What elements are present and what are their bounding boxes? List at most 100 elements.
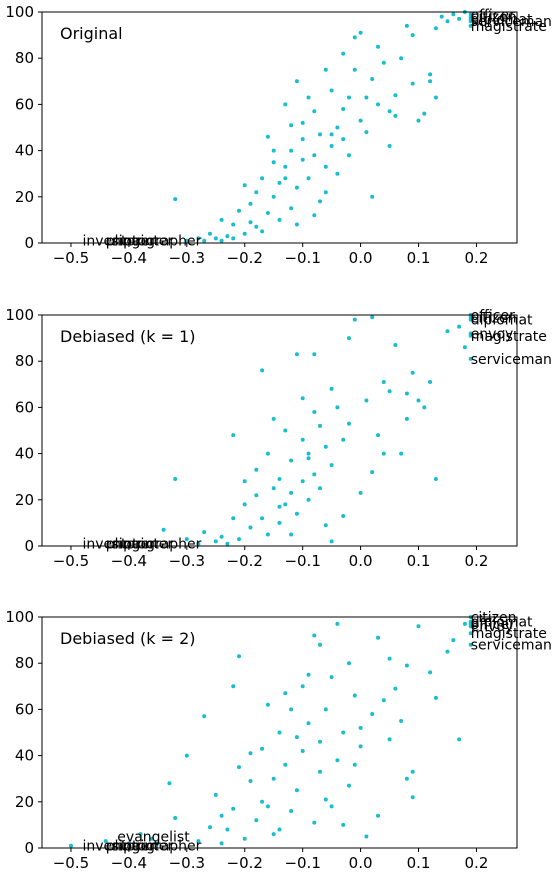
x-tick-label: −0.1: [284, 249, 320, 267]
data-point: [312, 213, 317, 218]
data-point: [271, 486, 276, 491]
data-point: [318, 423, 322, 428]
y-tick-label: 60: [15, 700, 34, 718]
data-point: [468, 642, 473, 647]
data-point: [433, 26, 438, 31]
data-point: [277, 520, 282, 525]
data-point: [289, 148, 294, 153]
data-point: [202, 714, 207, 719]
data-point: [300, 437, 305, 442]
data-point: [219, 238, 224, 243]
data-point: [347, 661, 351, 666]
data-point: [265, 134, 270, 139]
data-point: [381, 698, 386, 703]
data-point: [318, 132, 322, 137]
point-annotation: evangelist: [117, 830, 190, 846]
data-point: [265, 804, 270, 809]
data-point: [219, 813, 224, 818]
data-point: [271, 416, 276, 421]
data-point: [428, 79, 433, 84]
axes-frame: [41, 616, 518, 849]
data-point: [277, 477, 282, 481]
data-point: [300, 479, 305, 484]
data-point: [428, 670, 433, 675]
data-point: [335, 125, 340, 130]
data-point: [219, 534, 224, 539]
data-point: [341, 437, 346, 442]
data-point: [364, 95, 369, 100]
data-point: [358, 118, 363, 123]
data-point: [329, 132, 334, 137]
data-point: [271, 148, 276, 153]
data-point: [237, 208, 241, 213]
panel-title: Debiased (k = 1): [60, 327, 196, 346]
data-point: [352, 762, 357, 767]
x-tick-label: −0.3: [169, 854, 205, 872]
point-annotation: envoy: [471, 327, 514, 343]
data-point: [376, 813, 380, 818]
panel-original: −0.5 −0.4 −0.3 −0.2 −0.1 0.0 0.1 0.2 0 20 40 60 80 10…: [5, 3, 552, 267]
data-point: [254, 818, 259, 823]
x-tick-label: 0.2: [465, 552, 489, 570]
data-point: [242, 502, 247, 507]
data-point: [208, 825, 212, 830]
point-annotation: citizen: [471, 10, 517, 26]
data-point: [376, 102, 380, 107]
data-point: [335, 405, 340, 410]
data-point: [196, 839, 201, 844]
data-point: [242, 836, 247, 841]
data-point: [277, 730, 282, 735]
x-tick-label: −0.4: [111, 854, 147, 872]
data-point: [445, 649, 450, 654]
point-annotation: citizen: [471, 310, 517, 326]
point-annotation: magistrate: [471, 626, 547, 642]
data-point: [404, 391, 409, 396]
data-point: [300, 684, 305, 689]
data-point: [468, 333, 473, 338]
data-point: [265, 211, 270, 215]
data-point: [237, 654, 241, 659]
y-tick-label: 0: [24, 234, 34, 252]
y-tick-label: 80: [15, 654, 34, 672]
data-point: [329, 539, 334, 544]
data-point: [306, 672, 311, 677]
point-annotation: singer: [112, 537, 156, 553]
y-tick-label: 20: [15, 793, 34, 811]
data-point: [468, 356, 473, 361]
y-tick-label: 100: [5, 3, 34, 21]
data-point: [433, 477, 438, 481]
data-point: [329, 463, 334, 468]
data-point: [376, 433, 380, 438]
data-point: [248, 220, 253, 225]
data-point: [399, 56, 404, 61]
data-point: [306, 456, 311, 461]
data-point: [173, 197, 178, 202]
data-point: [289, 707, 294, 712]
data-point: [347, 153, 351, 158]
data-point: [352, 693, 357, 698]
y-tick-label: 40: [15, 142, 34, 160]
data-point: [393, 686, 398, 691]
point-annotation: serviceman: [471, 14, 552, 30]
data-point: [289, 490, 294, 495]
data-point: [184, 238, 189, 243]
data-point: [381, 451, 386, 456]
data-point: [242, 231, 247, 236]
data-point: [347, 95, 351, 100]
data-point: [347, 421, 351, 426]
data-point: [306, 95, 311, 100]
panel-title: Debiased (k = 2): [60, 629, 196, 648]
data-point: [306, 721, 311, 726]
data-point: [202, 530, 207, 535]
data-point: [341, 51, 346, 56]
data-point: [312, 153, 317, 158]
data-point: [167, 781, 172, 786]
point-annotation: painter: [123, 839, 173, 855]
x-tick-label: −0.3: [169, 552, 205, 570]
x-tick-label: −0.1: [284, 854, 320, 872]
data-point: [289, 809, 294, 813]
data-point: [300, 396, 305, 401]
data-point: [254, 467, 259, 472]
point-annotation: diplomat: [471, 313, 533, 329]
data-point: [306, 497, 311, 502]
